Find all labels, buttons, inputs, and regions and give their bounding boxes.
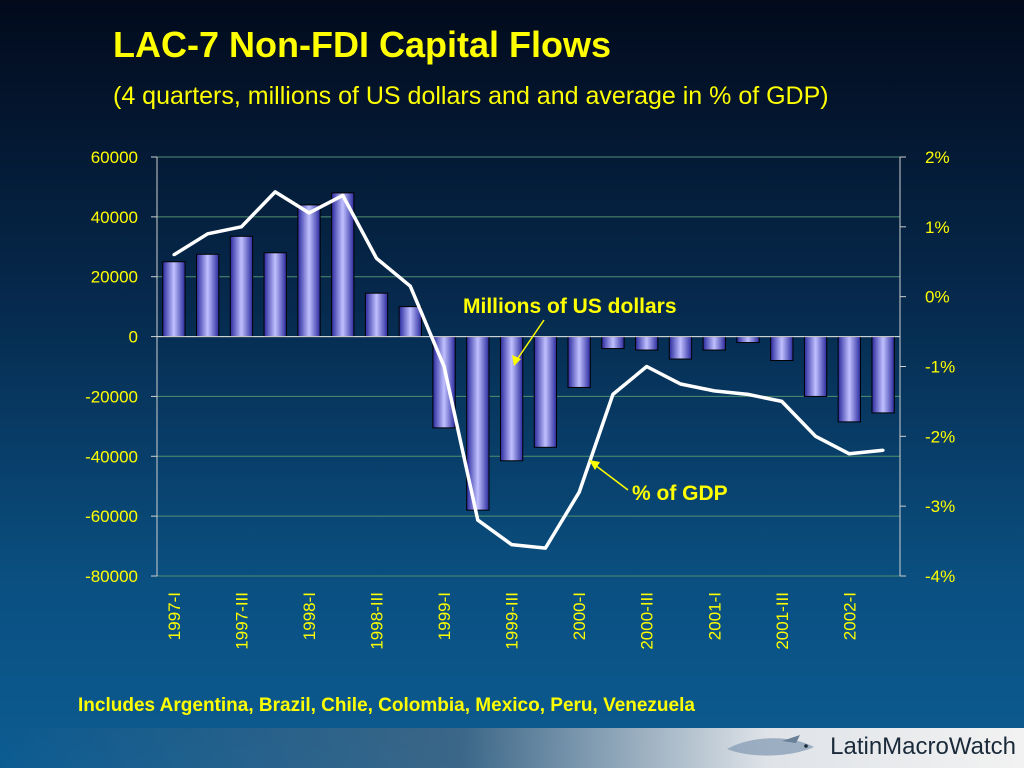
annotation-gdp-pointer <box>590 461 629 491</box>
y-left-tick-label: 60000 <box>91 148 138 167</box>
bar <box>837 336 861 423</box>
gdp-point <box>645 365 649 368</box>
gdp-point <box>375 256 379 260</box>
x-tick-label: 2000-III <box>638 592 657 650</box>
y-left-tick-label: 20000 <box>91 268 138 287</box>
slide-title: LAC-7 Non-FDI Capital Flows <box>113 24 611 65</box>
y-left-tick-label: -80000 <box>85 567 138 586</box>
gdp-point <box>442 365 446 368</box>
gdp-point <box>814 434 818 438</box>
bar <box>162 261 186 338</box>
gdp-point <box>780 399 784 403</box>
y-left-tick-label: 0 <box>129 328 138 347</box>
y-left-tick-label: -60000 <box>85 507 138 526</box>
slide-subtitle: (4 quarters, millions of US dollars and … <box>113 82 829 110</box>
x-tick-label: 2001-III <box>773 592 792 650</box>
capital-flows-chart: 60000 40000 20000 0 -20000 -40000 -60000 -80000… <box>85 148 955 650</box>
gdp-point <box>881 448 885 452</box>
annotation-gdp-arrowhead <box>589 460 600 470</box>
tick-labels: 60000 40000 20000 0 -20000 -40000 -60000 -80000… <box>85 148 955 650</box>
y-right-tick-label: 1% <box>925 218 950 237</box>
gdp-point <box>341 193 345 197</box>
gdp-point <box>307 211 311 215</box>
x-tick-label: 1999-III <box>503 592 522 650</box>
gdp-point <box>847 452 851 456</box>
gdp-point <box>678 382 682 386</box>
bar <box>736 336 760 344</box>
gdp-point <box>611 392 615 396</box>
bar <box>770 336 794 362</box>
bar <box>364 292 389 338</box>
y-left-tick-label: 40000 <box>91 208 138 227</box>
annotation-millions-pointer <box>513 319 545 365</box>
grid-lines <box>157 156 900 577</box>
bar <box>567 336 591 388</box>
y-right-tick-label: 0% <box>925 288 950 307</box>
bar <box>398 306 422 338</box>
bar <box>702 336 726 351</box>
line-series <box>172 190 885 550</box>
y-right-tick-label: -1% <box>925 358 955 377</box>
x-tick-label: 1998-I <box>300 592 319 640</box>
y-right-tick-label: -2% <box>925 427 955 446</box>
x-tick-label: 1997-III <box>232 592 251 650</box>
x-tick-label: 2002-I <box>840 592 859 640</box>
gdp-point <box>408 284 412 288</box>
bar <box>803 336 828 397</box>
bar <box>668 336 693 360</box>
gdp-point <box>172 253 176 257</box>
y-right-tick-label: 2% <box>925 148 950 167</box>
bar <box>533 336 558 448</box>
annotation-millions-arrowhead <box>512 355 521 366</box>
logo: LatinMacroWatch <box>722 732 1016 762</box>
logo-text: LatinMacroWatch <box>830 733 1016 760</box>
gdp-line <box>172 190 884 550</box>
y-left-tick-label: -20000 <box>85 387 138 406</box>
gdp-point <box>239 225 243 229</box>
x-tick-label: 1998-III <box>368 592 387 650</box>
y-left-tick-label: -40000 <box>85 447 138 466</box>
bar <box>601 336 625 350</box>
bar <box>196 253 220 338</box>
annotations: Millions of US dollars % of GDP <box>463 295 728 505</box>
y-right-tick-label: -4% <box>925 567 955 586</box>
x-tick-label: 2000-I <box>570 592 589 640</box>
y-right-tick-label: -3% <box>925 497 955 516</box>
gdp-point <box>712 389 716 393</box>
gdp-point <box>273 190 277 194</box>
bottom-band <box>0 728 1024 768</box>
bar <box>229 235 254 338</box>
gdp-point <box>206 232 210 236</box>
fish-logo-icon <box>727 735 815 756</box>
x-tick-label: 2001-I <box>705 592 724 640</box>
x-tick-label: 1997-I <box>165 592 184 640</box>
bar <box>635 336 659 351</box>
axes <box>151 156 906 577</box>
bar <box>263 252 287 338</box>
x-tick-label: 1999-I <box>435 592 454 640</box>
bar-series <box>162 192 895 511</box>
gdp-point <box>746 392 750 396</box>
annotation-millions: Millions of US dollars <box>463 295 677 318</box>
bar <box>297 204 321 338</box>
annotation-gdp: % of GDP <box>632 482 728 505</box>
gdp-point <box>543 546 547 550</box>
gdp-point <box>577 490 581 494</box>
bar <box>331 192 355 338</box>
footnote: Includes Argentina, Brazil, Chile, Colom… <box>78 695 695 716</box>
bar <box>871 336 895 414</box>
gdp-point <box>476 518 480 522</box>
gdp-point <box>510 543 514 547</box>
